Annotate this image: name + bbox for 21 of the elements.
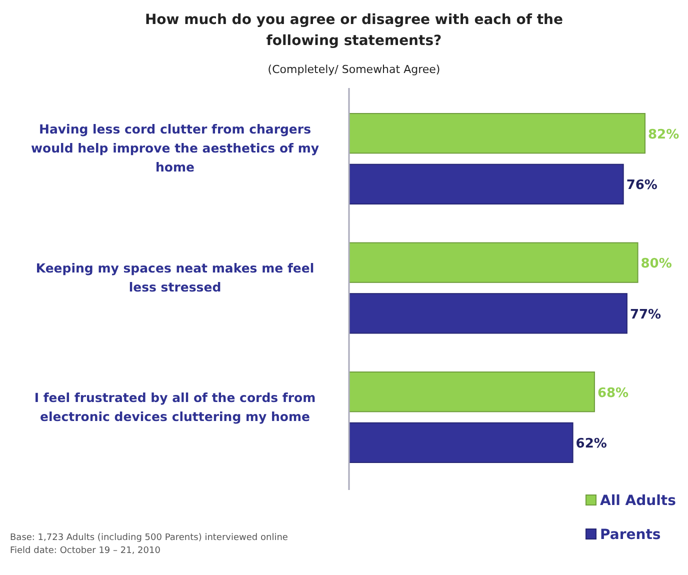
bar bbox=[348, 293, 628, 334]
bar bbox=[348, 372, 595, 412]
text: Base: 1,723 Adults (including 500 Parents) interviewed online bbox=[10, 533, 288, 543]
data-label: 68% bbox=[597, 386, 629, 401]
y-tick-label: Keeping my spaces neat makes me feel less stressed bbox=[36, 260, 314, 294]
y-tick-label: Having less cord clutter from chargers would help improve the aesthetics of my home bbox=[31, 122, 319, 175]
legend-label: Parents bbox=[600, 527, 661, 543]
bar bbox=[348, 422, 574, 463]
data-label: 82% bbox=[648, 127, 680, 142]
chart-subtitle: (Completely/ Somewhat Agree) bbox=[268, 63, 440, 76]
data-label: 77% bbox=[630, 307, 662, 322]
data-label: 62% bbox=[576, 436, 607, 452]
bar bbox=[348, 164, 624, 204]
legend-label: All Adults bbox=[600, 493, 676, 509]
chart-title: How much do you agree or disagree with each of the following statements? bbox=[144, 12, 564, 49]
bar bbox=[348, 113, 646, 154]
y-tick-label: I feel frustrated by all of the cords from electronic devices cluttering my home bbox=[34, 390, 316, 424]
bar bbox=[348, 242, 638, 283]
text: Field date: October 19 – 21, 2010 bbox=[10, 546, 161, 556]
data-label: 76% bbox=[626, 178, 658, 194]
data-label: 80% bbox=[640, 256, 672, 272]
